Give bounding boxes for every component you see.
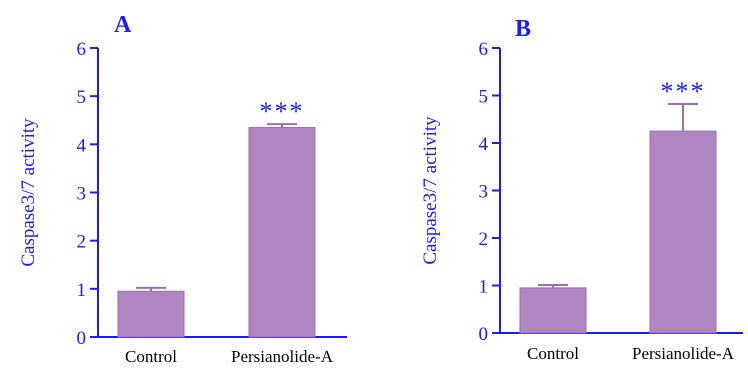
panel-b-y-tick-label: 5 [479,87,489,108]
panel-b-label: B [515,16,531,42]
panel-a-y-tick-label: 6 [77,39,87,60]
panel-a-y-axis-title: Caspase3/7 activity [18,118,39,267]
panel-a-bar-1 [117,290,185,338]
panel-b-y-tick-label: 1 [479,277,489,298]
panel-a-y-tick-label: 2 [77,232,87,253]
panel-b-bar-1 [519,287,587,334]
panel-b-category-label-1: Control [527,344,579,363]
panel-b-y-axis-title: Caspase3/7 activity [420,116,441,265]
panel-a-y-tick-label: 5 [77,87,87,108]
panel-b-y-tick-label: 4 [479,134,489,155]
panel-b-significance-2: *** [661,77,706,106]
panel-b-y-tick-label: 3 [479,182,489,203]
panel-a-y-tick-label: 3 [77,184,87,205]
panel-b-y-tick-label: 6 [479,39,489,60]
panel-a-category-label-1: Control [125,347,177,366]
panel-a-bar-2 [248,126,316,338]
panel-a-y-tick-label: 1 [77,280,87,301]
panel-a-label: A [114,12,132,38]
panel-b-y-tick-label: 0 [479,324,489,345]
panel-b-y-tick-label: 2 [479,229,489,250]
panel-b-category-label-2: Persianolide-A [632,344,735,363]
panel-a-y-tick-label: 0 [77,328,87,349]
panel-a-significance-2: *** [260,97,305,126]
panel-a-y-tick-label: 4 [77,135,87,156]
panel-a-category-label-2: Persianolide-A [231,347,334,366]
panel-b-bar-2 [649,130,717,334]
